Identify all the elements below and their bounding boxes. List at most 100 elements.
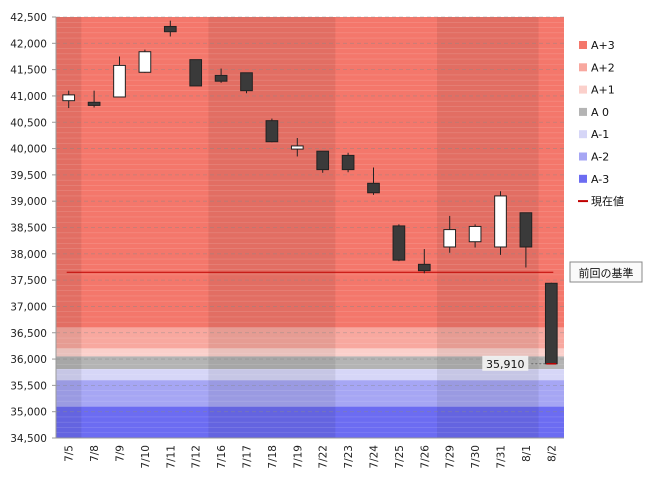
candle-body	[544, 282, 558, 365]
candle-7-8	[87, 90, 101, 108]
x-tick-label: 7/12	[191, 445, 203, 469]
legend-item-2: A+1	[579, 84, 615, 97]
band-a-1	[56, 369, 564, 381]
x-tick-label: 7/18	[267, 445, 279, 469]
reference-callout-label: 前回の基準	[579, 266, 634, 280]
candle-7-23	[341, 152, 355, 173]
x-tick-label: 7/8	[89, 445, 101, 462]
x-tick-label: 7/16	[216, 445, 228, 469]
candle-7-22	[316, 150, 330, 173]
legend-item-4: A-1	[579, 128, 609, 141]
y-tick-label: 42,500	[10, 12, 47, 24]
y-axis: 34,500 35,000 35,500 36,000 36,500 37,000 37,5…	[10, 12, 57, 445]
candle-7-16	[214, 68, 228, 83]
y-tick-label: 37,000	[10, 301, 47, 313]
y-tick-label: 41,500	[10, 65, 47, 77]
candle-8-1	[519, 212, 533, 268]
legend-swatch	[579, 41, 587, 49]
y-tick-label: 40,500	[10, 117, 47, 129]
candle-7-31	[494, 191, 507, 255]
candle-body	[443, 229, 457, 248]
candle-7-17	[240, 72, 253, 94]
y-tick-label: 37,500	[10, 275, 47, 287]
week-shade-1	[208, 17, 336, 438]
current-value-label-bg	[482, 355, 529, 371]
legend-swatch	[579, 85, 587, 94]
candle-7-26	[417, 249, 431, 274]
x-tick-label: 7/17	[242, 445, 254, 469]
candle-body	[138, 51, 152, 73]
candle-body	[163, 25, 177, 33]
x-tick-label: 7/25	[394, 445, 406, 469]
candle-7-25	[392, 224, 406, 262]
legend-item-1: A+2	[579, 61, 615, 74]
candle-body	[316, 150, 330, 171]
y-tick-label: 38,000	[10, 249, 47, 261]
legend-swatch	[579, 130, 587, 139]
legend-label: A+3	[591, 39, 615, 52]
candle-body	[392, 225, 406, 261]
y-tick-label: 40,000	[10, 144, 47, 156]
x-tick-label: 8/2	[546, 445, 558, 462]
x-tick-label: 8/1	[521, 445, 533, 462]
legend-label: A-1	[591, 128, 609, 141]
y-tick-label: 42,000	[10, 38, 47, 50]
band-a0	[56, 356, 564, 370]
candle-7-11	[163, 20, 177, 37]
legend-item-7: 現在値	[578, 195, 624, 208]
reference-callout: 前回の基準	[569, 261, 643, 283]
legend-swatch	[579, 174, 587, 183]
candle-7-12	[189, 59, 203, 87]
candle-7-30	[468, 224, 482, 248]
candle-body	[367, 182, 380, 194]
reference-callout-box	[569, 261, 643, 283]
x-tick-label: 7/26	[419, 445, 431, 469]
legend-swatch	[579, 107, 587, 116]
legend-item-5: A-2	[579, 151, 609, 164]
x-tick-label: 7/23	[343, 445, 355, 469]
x-tick-label: 7/22	[318, 445, 330, 469]
x-tick-label: 7/19	[292, 445, 304, 469]
candle-body	[113, 64, 126, 98]
x-tick-label: 7/29	[445, 445, 457, 469]
x-tick-label: 7/24	[369, 445, 381, 469]
x-tick-label: 7/11	[165, 445, 177, 469]
candle-body	[189, 59, 203, 87]
y-tick-label: 36,500	[10, 328, 47, 340]
x-tick-label: 7/5	[64, 445, 76, 462]
y-tick-label: 35,500	[10, 380, 47, 392]
y-tick-label: 41,000	[10, 91, 47, 103]
legend-label: A-3	[591, 173, 609, 186]
candle-body	[87, 101, 101, 106]
y-tick-label: 34,500	[10, 433, 47, 445]
candle-7-24	[367, 167, 380, 195]
x-tick-label: 7/31	[496, 445, 508, 469]
candle-body	[240, 72, 253, 92]
legend: A+3 A+2 A+1 A 0 A-1 A-2 A-3 現在値	[578, 39, 624, 208]
legend-label: 現在値	[591, 195, 624, 208]
legend-item-6: A-3	[579, 173, 609, 186]
candle-body	[519, 212, 533, 248]
candle-body	[468, 225, 482, 243]
candle-body	[417, 263, 431, 272]
candle-body	[265, 120, 279, 143]
candle-7-9	[113, 56, 126, 98]
y-tick-label: 39,000	[10, 196, 47, 208]
legend-label: A-2	[591, 151, 609, 164]
current-value-label: 35,910	[486, 358, 525, 371]
x-tick-label: 7/30	[470, 445, 482, 469]
candle-7-5	[62, 90, 76, 109]
candle-body	[290, 145, 304, 150]
candle-body	[494, 195, 507, 248]
candle-body	[62, 94, 76, 102]
legend-label: A+2	[591, 61, 615, 74]
current-value-group: 35,910	[482, 355, 557, 371]
legend-item-3: A 0	[579, 106, 609, 119]
band-a-2	[56, 380, 564, 407]
candle-7-29	[443, 215, 457, 253]
x-tick-label: 7/10	[140, 445, 152, 469]
candle-7-10	[138, 49, 152, 73]
y-tick-label: 36,000	[10, 354, 47, 366]
y-tick-label: 39,500	[10, 170, 47, 182]
y-tick-label: 35,000	[10, 407, 47, 419]
